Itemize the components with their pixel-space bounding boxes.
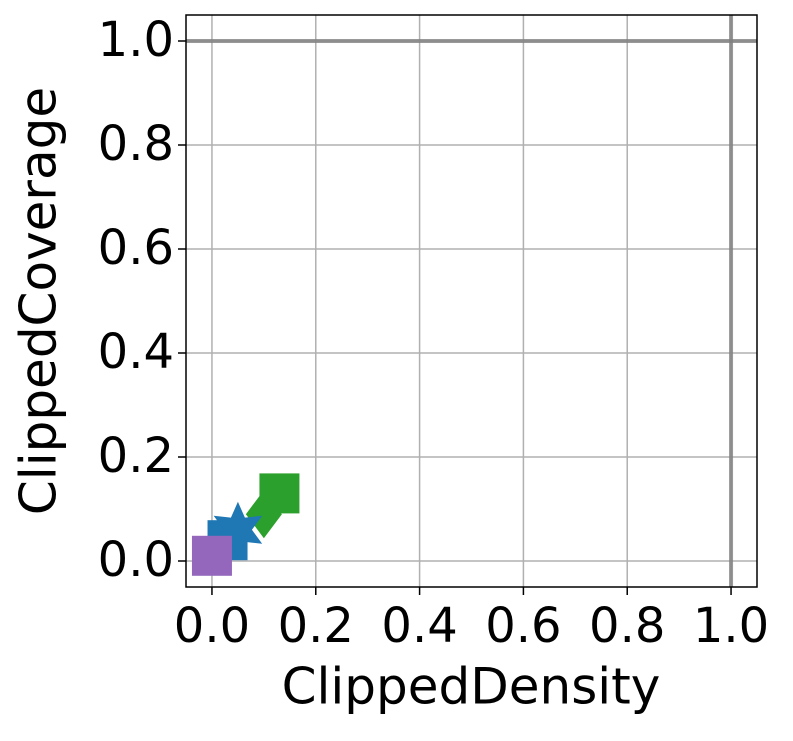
x-tick-label: 0.6 xyxy=(485,598,561,654)
y-tick-label: 0.2 xyxy=(98,428,174,484)
x-axis-label: ClippedDensity xyxy=(282,658,661,716)
plot-frame xyxy=(185,14,758,588)
x-tick-label: 1.0 xyxy=(693,598,769,654)
y-tick-label: 1.0 xyxy=(98,12,174,68)
x-tick-label: 0.2 xyxy=(278,598,354,654)
y-tick-label: 0.4 xyxy=(98,324,174,380)
point xyxy=(191,535,232,576)
y-axis-label: ClippedCoverage xyxy=(10,87,68,515)
x-tick-label: 0.8 xyxy=(589,598,665,654)
y-tick-label: 0.8 xyxy=(98,116,174,172)
point xyxy=(259,473,300,514)
point xyxy=(213,501,263,558)
x-tick-label: 0.4 xyxy=(381,598,457,654)
x-tick-label: 0.0 xyxy=(174,598,250,654)
y-tick-label: 0.6 xyxy=(98,220,174,276)
y-tick-label: 0.0 xyxy=(98,532,174,588)
